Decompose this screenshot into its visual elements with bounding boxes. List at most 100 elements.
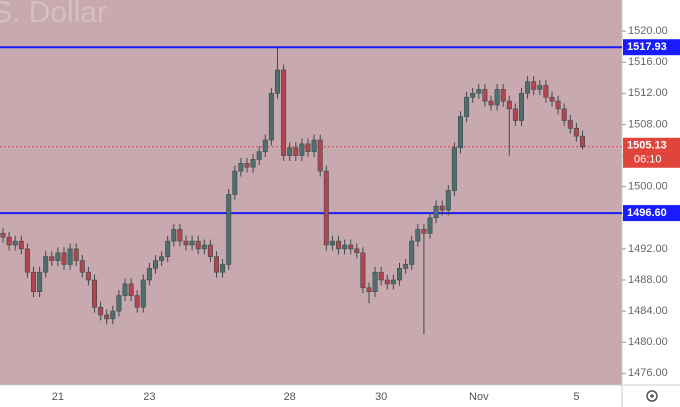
- candle-body: [12, 240, 18, 246]
- candle-body: [226, 194, 232, 265]
- candle-body: [427, 217, 433, 234]
- candle-body: [49, 256, 55, 261]
- candle-body: [30, 271, 36, 292]
- candle-body: [482, 89, 488, 102]
- candle-body: [37, 271, 43, 292]
- candle-body: [555, 100, 561, 110]
- candle-body: [85, 271, 91, 281]
- candle-body: [67, 248, 73, 265]
- price-tag: [623, 39, 680, 56]
- candle-body: [207, 244, 213, 257]
- candle-body: [244, 163, 250, 168]
- y-tick-label: 1488.00: [628, 274, 668, 286]
- x-tick-label: 5: [573, 391, 579, 403]
- price-tag: [623, 137, 680, 168]
- candle-body: [128, 283, 134, 296]
- candle-body: [104, 314, 110, 320]
- candle-body: [342, 244, 348, 250]
- candle-body: [274, 69, 280, 94]
- candle-body: [360, 252, 366, 289]
- candle-body: [122, 283, 128, 296]
- price-tag-label: 1517.93: [627, 41, 667, 53]
- candle-body: [73, 248, 79, 261]
- x-tick-label: 30: [375, 391, 387, 403]
- candle-body: [506, 100, 512, 110]
- candle-body: [214, 256, 220, 273]
- candle-body: [134, 295, 140, 308]
- candle-body: [305, 143, 311, 152]
- candle-body: [579, 135, 585, 148]
- candle-body: [518, 93, 524, 121]
- candle-body: [543, 85, 549, 98]
- candle-body: [287, 147, 293, 156]
- candle-body: [403, 264, 409, 269]
- candle-body: [232, 170, 238, 195]
- plot-background: [0, 0, 622, 385]
- y-tick-label: 1476.00: [628, 367, 668, 379]
- countdown-label: 06:10: [634, 154, 662, 166]
- candle-body: [567, 120, 573, 129]
- candle-body: [445, 190, 451, 211]
- candle-body: [238, 163, 244, 172]
- y-tick-label: 1480.00: [628, 336, 668, 348]
- candle-body: [317, 139, 323, 172]
- candle-body: [299, 143, 305, 156]
- candle-body: [451, 147, 457, 191]
- y-tick-label: 1520.00: [628, 25, 668, 37]
- candle-body: [43, 256, 49, 273]
- candle-body: [268, 93, 274, 141]
- x-tick-label: 23: [143, 391, 155, 403]
- candle-body: [415, 229, 421, 242]
- candle-body: [311, 139, 317, 152]
- current-price-label: 1505.13: [627, 140, 667, 152]
- candle-body: [433, 205, 439, 219]
- candle-body: [329, 240, 335, 246]
- candle-body: [281, 69, 287, 156]
- candle-body: [220, 264, 226, 273]
- candle-body: [573, 128, 579, 137]
- gear-center[interactable]: [650, 394, 654, 398]
- candle-body: [384, 279, 390, 285]
- price-tag: [623, 205, 680, 222]
- candle-body: [0, 233, 6, 238]
- candle-body: [177, 229, 183, 242]
- candle-body: [525, 81, 531, 94]
- candle-body: [110, 310, 116, 320]
- watermark-title: S. Dollar: [0, 0, 107, 29]
- candle-body: [201, 244, 207, 250]
- price-tag-label: 1496.60: [627, 207, 667, 219]
- x-tick-label: Nov: [469, 391, 489, 403]
- candle-body: [55, 252, 61, 261]
- candle-body: [61, 252, 67, 265]
- candle-body: [348, 244, 354, 250]
- candle-body: [372, 271, 378, 292]
- candle-body: [146, 268, 152, 281]
- candle-body: [500, 89, 506, 102]
- candle-body: [549, 96, 555, 102]
- candle-body: [18, 240, 24, 250]
- candle-body: [470, 93, 476, 98]
- candle-body: [183, 240, 189, 246]
- candle-body: [390, 279, 396, 285]
- gear[interactable]: [646, 390, 658, 402]
- candle-body: [171, 229, 177, 242]
- y-tick-label: 1516.00: [628, 56, 668, 68]
- settings-icon[interactable]: [646, 390, 658, 402]
- y-tick-label: 1508.00: [628, 118, 668, 130]
- candle-body: [409, 240, 415, 265]
- candle-body: [293, 147, 299, 156]
- candle-body: [476, 89, 482, 94]
- candle-body: [494, 89, 500, 106]
- candle-body: [537, 85, 543, 90]
- candle-body: [457, 116, 463, 149]
- y-tick-label: 1500.00: [628, 181, 668, 193]
- candle-body: [79, 260, 85, 273]
- candle-body: [159, 256, 165, 261]
- candle-body: [512, 108, 518, 121]
- candle-body: [165, 240, 171, 257]
- candle-body: [153, 260, 159, 269]
- candle-body: [561, 108, 567, 121]
- candle-body: [24, 248, 30, 273]
